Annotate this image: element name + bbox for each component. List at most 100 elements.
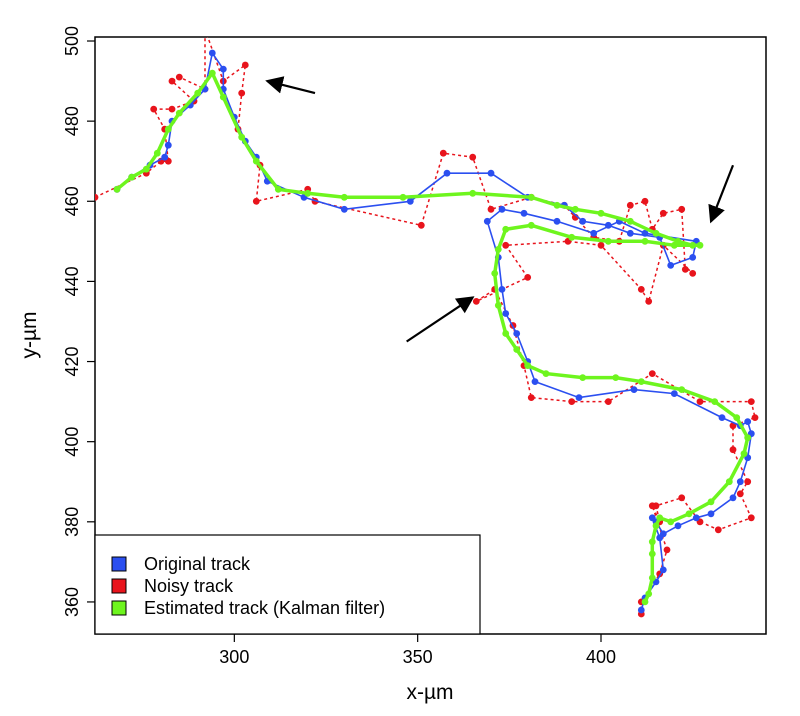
series-point bbox=[469, 153, 477, 161]
series-point bbox=[696, 241, 704, 249]
series-point bbox=[238, 89, 246, 97]
series-point bbox=[417, 221, 425, 229]
legend-label-original: Original track bbox=[144, 554, 251, 574]
series-point bbox=[744, 434, 752, 442]
series-point bbox=[175, 109, 183, 117]
series-point bbox=[568, 398, 576, 405]
y-tick-label: 400 bbox=[62, 427, 82, 457]
series-point bbox=[729, 494, 737, 502]
annotation-arrow bbox=[265, 76, 316, 95]
series-point bbox=[725, 478, 733, 486]
series-point bbox=[202, 26, 209, 33]
series-point bbox=[626, 201, 634, 209]
annotation-arrow bbox=[406, 296, 475, 343]
series-point bbox=[150, 105, 158, 113]
series-point bbox=[399, 193, 407, 201]
series-point bbox=[674, 522, 682, 530]
series-point bbox=[95, 193, 99, 201]
series-point bbox=[113, 185, 121, 193]
series-point bbox=[648, 502, 656, 510]
series-point bbox=[520, 209, 528, 217]
series-point bbox=[597, 209, 605, 217]
series-point bbox=[252, 157, 260, 165]
series-point bbox=[637, 378, 645, 385]
series-point bbox=[678, 205, 686, 213]
series-point bbox=[604, 221, 612, 229]
series-point bbox=[238, 133, 246, 141]
series-point bbox=[648, 370, 656, 377]
series-point bbox=[494, 246, 502, 253]
y-tick-label: 500 bbox=[62, 26, 82, 56]
series-point bbox=[219, 65, 227, 73]
series-point bbox=[527, 193, 535, 201]
series-point bbox=[164, 141, 172, 149]
series-point bbox=[667, 262, 675, 269]
x-tick-label: 300 bbox=[219, 647, 249, 667]
series-point bbox=[524, 274, 532, 281]
legend-label-noisy: Noisy track bbox=[144, 576, 234, 596]
series-point bbox=[659, 566, 667, 574]
series-point bbox=[641, 598, 649, 606]
legend-swatch-noisy bbox=[111, 578, 127, 594]
series-point bbox=[689, 241, 697, 249]
x-tick-label: 400 bbox=[586, 647, 616, 667]
series-point bbox=[274, 185, 282, 193]
series-point bbox=[648, 514, 656, 522]
series-point bbox=[637, 286, 645, 293]
y-tick-label: 360 bbox=[62, 587, 82, 617]
annotation-layer bbox=[265, 76, 735, 343]
series-point bbox=[128, 173, 136, 181]
legend-swatch-estimated bbox=[111, 600, 127, 616]
series-point bbox=[648, 538, 656, 546]
series-point bbox=[406, 197, 414, 205]
series-point bbox=[502, 225, 510, 233]
series-point bbox=[513, 330, 521, 337]
series-point bbox=[571, 205, 579, 213]
legend-label-estimated: Estimated track (Kalman filter) bbox=[144, 598, 385, 618]
series-point bbox=[689, 270, 697, 277]
series-2 bbox=[113, 69, 752, 606]
series-point bbox=[513, 346, 521, 353]
series-point bbox=[612, 374, 620, 381]
series-point bbox=[553, 201, 561, 209]
series-point bbox=[641, 237, 649, 245]
series-point bbox=[487, 205, 495, 213]
series-line bbox=[95, 37, 756, 614]
series-point bbox=[153, 149, 161, 157]
series-point bbox=[241, 61, 249, 69]
y-tick-label: 440 bbox=[62, 266, 82, 296]
ticks: 300 350 400 360 380 400 420 440 460 480 500 bbox=[62, 26, 616, 667]
series-point bbox=[736, 478, 744, 486]
y-tick-label: 380 bbox=[62, 507, 82, 537]
series-point bbox=[498, 286, 506, 293]
series-point bbox=[678, 494, 686, 502]
series-point bbox=[208, 69, 216, 77]
series-point bbox=[659, 209, 667, 217]
series-point bbox=[648, 574, 656, 582]
series-point bbox=[729, 446, 737, 454]
series-point bbox=[648, 550, 656, 558]
series-point bbox=[502, 310, 510, 317]
legend-box bbox=[94, 534, 481, 635]
series-point bbox=[168, 105, 176, 113]
y-axis-title: y-µm bbox=[18, 311, 41, 358]
series-point bbox=[707, 510, 715, 518]
series-point bbox=[714, 526, 722, 534]
series-point bbox=[502, 330, 510, 337]
series-point bbox=[707, 498, 715, 506]
series-point bbox=[439, 149, 447, 157]
series-0 bbox=[113, 49, 755, 614]
series-point bbox=[641, 197, 649, 205]
series-point bbox=[502, 241, 510, 249]
y-tick-label: 480 bbox=[62, 106, 82, 136]
series-point bbox=[747, 398, 755, 405]
series-point bbox=[531, 378, 539, 385]
series-point bbox=[579, 374, 587, 381]
y-tick-label: 460 bbox=[62, 186, 82, 216]
annotation-arrow bbox=[708, 164, 735, 224]
x-tick-label: 350 bbox=[403, 647, 433, 667]
series-point bbox=[472, 298, 480, 305]
series-1 bbox=[95, 26, 759, 618]
series-point bbox=[685, 510, 693, 518]
series-point bbox=[252, 197, 260, 205]
